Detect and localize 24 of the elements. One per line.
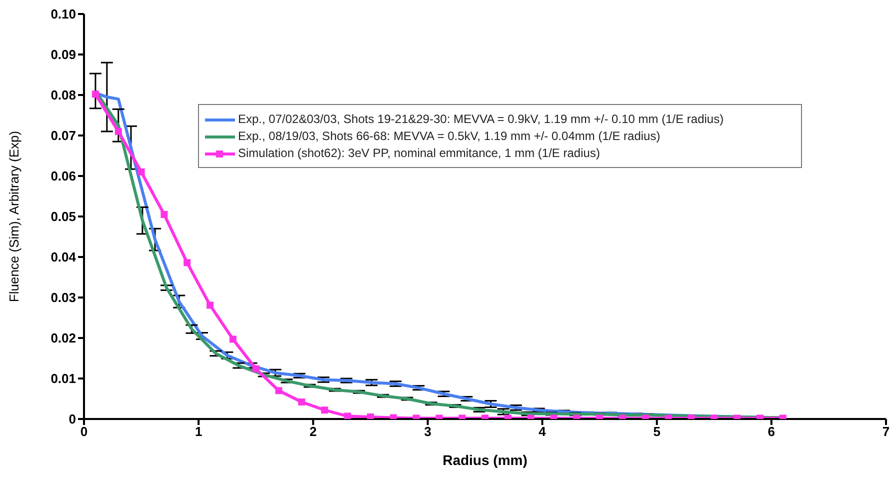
legend-label: Exp., 08/19/03, Shots 66-68: MEVVA = 0.5kV, 1.19 mm +/- 0.04mm (1/E radius) <box>238 129 660 143</box>
x-tick-label: 1 <box>194 424 202 440</box>
y-tick-label: 0.08 <box>50 88 76 103</box>
y-tick-label: 0.04 <box>50 250 77 265</box>
y-tick-label: 0.10 <box>50 6 76 22</box>
y-tick-label: 0.01 <box>50 371 76 386</box>
x-tick-label: 6 <box>768 424 776 440</box>
x-tick-label: 5 <box>653 424 660 440</box>
x-tick-label: 7 <box>882 424 890 440</box>
legend-label: Exp., 07/02&03/03, Shots 19-21&29-30: MEVVA = 0.9kV, 1.19 mm +/- 0.10 mm (1/E radius) <box>238 112 724 126</box>
x-tick-label: 3 <box>424 424 432 440</box>
y-tick-label: 0.07 <box>50 128 76 144</box>
x-tick-label: 2 <box>310 424 317 440</box>
y-tick-label: 0.05 <box>50 209 76 224</box>
y-axis-title: Fluence (Sim), Arbitrary (Exp) <box>6 130 22 302</box>
y-tick-label: 0.02 <box>50 330 76 346</box>
y-tick-label: 0 <box>68 412 76 427</box>
x-tick-label: 4 <box>538 424 547 440</box>
x-tick-label: 0 <box>80 424 88 440</box>
legend-label: Simulation (shot62): 3eV PP, nominal emmitance, 1 mm (1/E radius) <box>238 146 600 160</box>
y-tick-label: 0.09 <box>50 47 76 62</box>
y-tick-label: 0.03 <box>50 290 76 306</box>
x-axis-title: Radius (mm) <box>442 452 528 468</box>
y-tick-label: 0.06 <box>50 168 76 184</box>
